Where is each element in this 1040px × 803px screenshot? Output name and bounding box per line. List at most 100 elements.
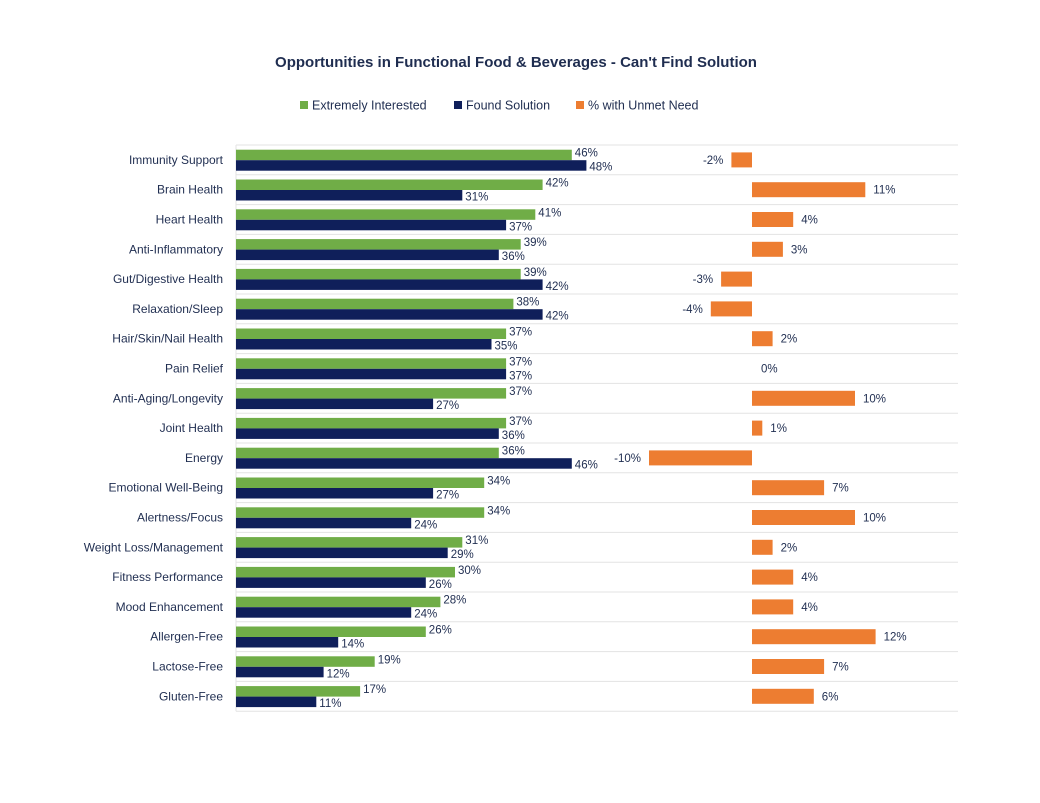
data-label-found-solution: 12%: [327, 668, 350, 680]
category-label: Heart Health: [156, 213, 223, 227]
bar-found-solution: [236, 279, 543, 290]
bar-extremely-interested: [236, 358, 507, 369]
bar-found-solution: [236, 190, 463, 201]
category-label: Lactose-Free: [152, 660, 223, 674]
category-label: Weight Loss/Management: [84, 540, 224, 554]
category-label: Joint Health: [160, 421, 223, 435]
legend-swatch: [454, 101, 462, 109]
data-label-found-solution: 24%: [414, 519, 437, 531]
bar-found-solution: [236, 666, 324, 678]
data-label-extremely-interested: 37%: [509, 356, 532, 368]
data-label-unmet-need: 3%: [791, 244, 808, 256]
data-label-found-solution: 27%: [436, 490, 459, 502]
category-label: Gut/Digestive Health: [113, 272, 223, 286]
bar-found-solution: [236, 607, 412, 618]
data-label-unmet-need: 10%: [863, 393, 886, 405]
data-label-found-solution: 42%: [546, 281, 569, 293]
data-label-extremely-interested: 38%: [516, 297, 539, 309]
bar-unmet-need: [731, 152, 752, 168]
data-label-extremely-interested: 37%: [509, 327, 532, 339]
data-label-unmet-need: 7%: [832, 483, 849, 495]
bar-extremely-interested: [236, 537, 463, 548]
data-label-unmet-need: 4%: [801, 602, 818, 614]
data-label-found-solution: 42%: [546, 311, 569, 323]
data-label-found-solution: 11%: [319, 698, 341, 710]
bar-extremely-interested: [236, 268, 521, 280]
bar-found-solution: [236, 458, 572, 469]
bar-unmet-need: [752, 599, 794, 615]
data-label-found-solution: 14%: [341, 639, 364, 651]
bar-extremely-interested: [236, 239, 521, 250]
bar-unmet-need: [752, 539, 773, 555]
data-label-extremely-interested: 42%: [546, 178, 569, 190]
data-label-unmet-need: 10%: [863, 513, 886, 525]
data-label-unmet-need: 12%: [884, 632, 907, 644]
bar-extremely-interested: [236, 626, 426, 637]
data-label-found-solution: 36%: [502, 430, 525, 442]
bar-unmet-need: [752, 629, 876, 645]
bar-extremely-interested: [236, 477, 485, 488]
legend-label: Extremely Interested: [312, 99, 427, 113]
category-label: Emotional Well-Being: [109, 481, 224, 495]
data-label-extremely-interested: 19%: [378, 654, 401, 666]
data-label-unmet-need: 11%: [873, 185, 895, 197]
category-label: Fitness Performance: [112, 570, 223, 584]
category-label: Allergen-Free: [150, 630, 223, 644]
bar-unmet-need: [649, 450, 752, 466]
data-label-unmet-need: 7%: [832, 662, 849, 674]
data-label-unmet-need: 4%: [801, 572, 818, 584]
bar-extremely-interested: [236, 388, 507, 399]
data-label-unmet-need: 0%: [761, 364, 778, 376]
data-label-extremely-interested: 39%: [524, 267, 547, 279]
bar-found-solution: [236, 637, 339, 648]
bar-unmet-need: [752, 212, 794, 227]
category-labels: Immunity Support Brain Health Heart Health…: [84, 153, 224, 703]
data-label-found-solution: 37%: [509, 221, 532, 233]
bar-unmet-need: [752, 182, 866, 198]
data-label-found-solution: 48%: [589, 162, 612, 174]
category-label: Mood Enhancement: [116, 600, 224, 614]
bar-extremely-interested: [236, 328, 507, 339]
data-label-extremely-interested: 46%: [575, 148, 598, 160]
category-label: Alertness/Focus: [137, 511, 223, 525]
legend: Extremely Interested Found Solution % with…: [300, 99, 699, 113]
bar-found-solution: [236, 219, 507, 231]
data-label-unmet-need: 2%: [781, 542, 798, 554]
legend-swatch: [576, 101, 584, 109]
category-label: Anti-Inflammatory: [129, 242, 223, 256]
bar-extremely-interested: [236, 566, 455, 578]
bar-found-solution: [236, 577, 426, 588]
data-label-unmet-need: 2%: [781, 334, 798, 346]
data-label-unmet-need: -10%: [614, 453, 641, 465]
row-separators: [235, 144, 958, 712]
bar-found-solution: [236, 368, 507, 380]
bar-unmet-need: [752, 420, 763, 436]
bar-unmet-need: [752, 390, 855, 406]
bar-unmet-need: [752, 241, 783, 257]
bar-unmet-need: [752, 569, 794, 585]
category-label: Anti-Aging/Longevity: [113, 391, 223, 405]
data-label-extremely-interested: 34%: [487, 476, 510, 488]
category-label: Relaxation/Sleep: [132, 302, 223, 316]
legend-label: Found Solution: [466, 99, 550, 113]
data-label-extremely-interested: 37%: [509, 416, 532, 428]
data-label-unmet-need: -4%: [682, 304, 702, 316]
bar-extremely-interested: [236, 596, 441, 608]
bar-found-solution: [236, 517, 412, 529]
bar-extremely-interested: [236, 447, 499, 459]
bar-extremely-interested: [236, 686, 361, 697]
data-label-found-solution: 37%: [509, 370, 532, 382]
legend-label: % with Unmet Need: [588, 99, 699, 113]
data-label-extremely-interested: 26%: [429, 625, 452, 637]
chart-title: Opportunities in Functional Food & Bever…: [275, 54, 757, 71]
category-label: Energy: [185, 451, 223, 465]
bar-unmet-need: [752, 659, 825, 674]
data-label-extremely-interested: 39%: [524, 237, 547, 249]
category-label: Brain Health: [157, 183, 223, 197]
data-label-extremely-interested: 37%: [509, 386, 532, 398]
data-label-extremely-interested: 31%: [465, 535, 488, 547]
bar-unmet-need: [721, 271, 752, 287]
bar-found-solution: [236, 249, 499, 261]
category-label: Immunity Support: [129, 153, 224, 167]
data-label-extremely-interested: 17%: [363, 684, 386, 696]
